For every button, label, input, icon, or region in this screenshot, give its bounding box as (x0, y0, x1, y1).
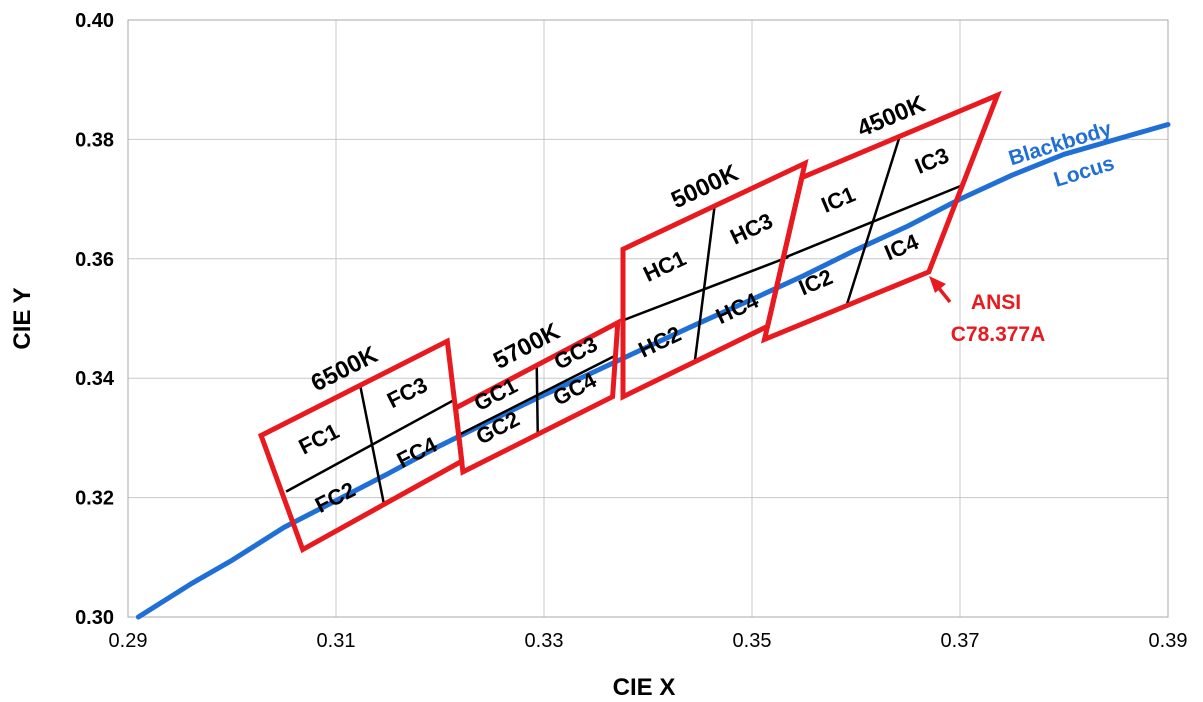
y-tick-label: 0.38 (75, 129, 114, 151)
bin-label: HC2 (634, 321, 684, 362)
x-axis-title: CIE X (613, 674, 676, 701)
subdivision-line-vertical (693, 206, 716, 362)
bin-label: HC4 (712, 287, 763, 329)
y-axis-title: CIE Y (9, 287, 36, 349)
x-tick-label: 0.39 (1149, 630, 1188, 652)
annotation-line2: C78.377A (951, 323, 1046, 346)
x-tick-label: 0.37 (941, 630, 980, 652)
bin-label: IC3 (911, 143, 952, 179)
cct-label: 4500K (854, 90, 930, 143)
x-tick-label: 0.29 (109, 630, 148, 652)
annotation-arrow-head (929, 276, 946, 293)
annotation-arrow-shaft (936, 285, 952, 304)
bin-label: HC3 (726, 208, 776, 249)
blackbody-locus (135, 122, 1171, 620)
axes: 0.29 0.31 0.33 0.35 0.37 0.39 0.30 0.32 0.34 0.36… (9, 10, 1187, 701)
bin-label: FC2 (311, 477, 359, 518)
bin-label: IC2 (795, 264, 836, 300)
y-tick-label: 0.36 (75, 249, 114, 271)
blackbody-locus-curve (135, 122, 1171, 620)
chart-labels: 6500KFC1FC3FC2FC45700KGC1GC3GC2GC45000KH… (295, 90, 1117, 518)
ansi-quadrangles (257, 90, 1002, 554)
bin-label: IC1 (818, 181, 859, 217)
cct-label: 6500K (307, 341, 383, 397)
subdivision-line-vertical (535, 364, 540, 435)
bin-label: FC4 (393, 431, 442, 472)
quadrangle-5700k (452, 318, 621, 476)
y-tick-label: 0.34 (75, 368, 115, 390)
quadrangle-4500k (760, 90, 1002, 344)
grid (127, 19, 1169, 618)
quadrangle-border (452, 318, 621, 476)
x-tick-label: 0.33 (525, 630, 564, 652)
cct-label: 5700K (489, 318, 565, 375)
y-tick-label: 0.40 (75, 10, 114, 32)
x-tick-label: 0.35 (733, 630, 772, 652)
y-tick-label: 0.32 (75, 488, 114, 510)
subdivision-line-horizontal (458, 353, 618, 437)
y-tick-label: 0.30 (75, 607, 114, 629)
quadrangle-border (760, 90, 1002, 344)
subdivision-line-horizontal (782, 184, 963, 260)
cct-label: 5000K (667, 159, 743, 214)
subdivision-line-horizontal (285, 399, 455, 493)
annotation-line1: ANSI (971, 291, 1021, 314)
bin-label: HC1 (639, 245, 689, 286)
plot-frame (127, 19, 1169, 618)
x-tick-label: 0.31 (317, 630, 356, 652)
subdivision-line-horizontal (622, 255, 789, 322)
